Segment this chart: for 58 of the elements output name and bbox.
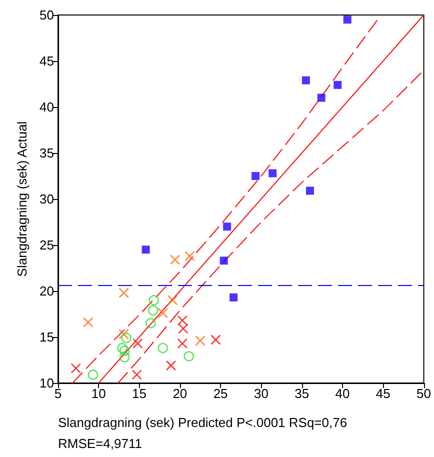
x-tick-label: 20 [172,386,188,401]
x-tick-label: 35 [294,386,310,401]
point [120,352,130,362]
point [230,293,238,302]
point [148,305,158,316]
point [317,94,326,102]
point [166,360,176,371]
y-tick-label: 20 [40,284,54,298]
point [132,370,142,380]
x-tick-label: 50 [416,386,432,401]
y-tick-label: 50 [40,8,54,22]
point [220,256,228,265]
point [306,186,314,195]
y-tick-label: 10 [40,376,54,390]
point [177,338,188,349]
point [82,317,94,328]
y-tick-label: 45 [40,54,54,68]
point [117,342,128,354]
point [268,169,277,178]
point [121,332,132,344]
x-tick-label: 10 [91,386,106,401]
point [210,334,221,345]
point [334,80,342,89]
x-tick-label: 30 [254,386,268,401]
point [252,172,260,180]
x-tick-label: 40 [335,386,350,401]
x-tick-label: 45 [376,386,390,401]
point [142,246,150,254]
point [120,346,130,356]
point [343,16,352,24]
x-axis-title: Slangdragning (sek) Predicted P<.0001 RSq=0,76 RMSE=4,9711 [58,415,351,451]
x-tick-label: 15 [132,386,147,401]
point [118,288,129,298]
point [184,250,195,262]
point [170,254,180,265]
point [195,336,206,346]
point [223,222,232,231]
x-tick-label: 5 [54,386,62,401]
point [148,295,160,306]
y-tick-label: 25 [40,238,54,252]
point [70,363,82,374]
y-tick-label: 30 [40,192,54,206]
point [167,295,178,306]
point [88,370,98,380]
point [118,329,129,340]
point [132,338,143,349]
x-tick-label: 25 [213,386,228,401]
y-tick-label: 35 [40,146,54,160]
point [158,342,168,354]
y-axis-title: Slangdragning (sek) Actual [14,121,30,277]
y-tick-label: 40 [40,100,54,114]
point [302,76,310,84]
point [158,308,168,318]
line-series [118,70,424,384]
y-tick-label: 15 [40,330,54,344]
line-series [72,18,379,384]
point [146,318,156,328]
point [184,351,194,362]
